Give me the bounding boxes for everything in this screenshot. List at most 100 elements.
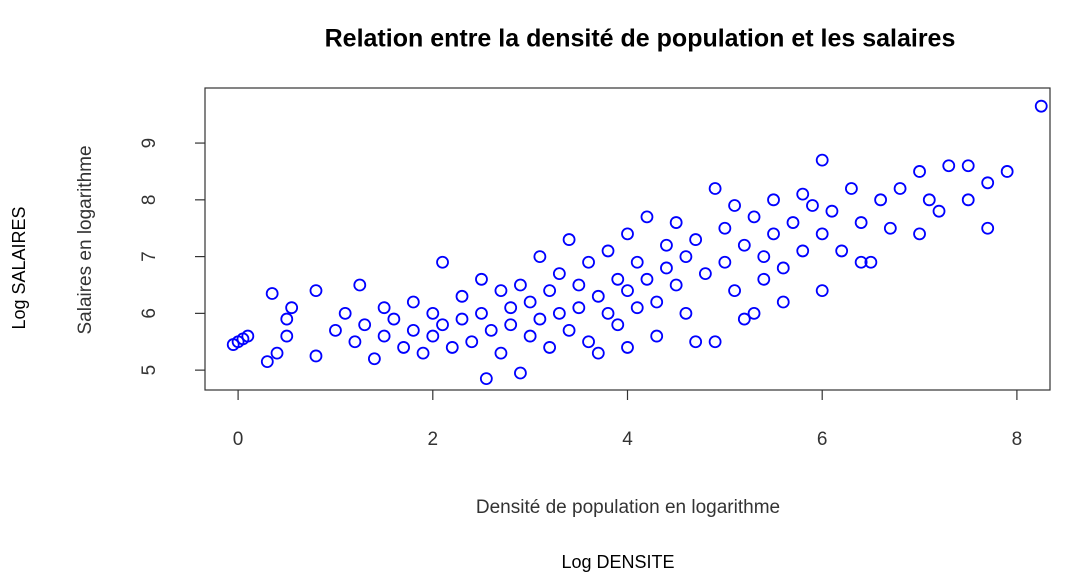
- point: [815, 284, 829, 298]
- x-axis-label: Densité de population en logarithme: [476, 497, 780, 518]
- point: [621, 341, 634, 354]
- y-tick-label: 7: [139, 251, 160, 262]
- point: [445, 341, 459, 354]
- point: [494, 284, 508, 298]
- point: [562, 233, 576, 246]
- point: [883, 221, 897, 235]
- point: [523, 295, 537, 309]
- point: [737, 238, 751, 252]
- point: [1034, 99, 1048, 113]
- point: [737, 312, 751, 326]
- point: [484, 323, 498, 337]
- point: [475, 272, 488, 286]
- point: [523, 329, 537, 343]
- point: [640, 210, 654, 224]
- point: [397, 341, 410, 354]
- point: [601, 244, 615, 258]
- point: [689, 335, 703, 349]
- point: [981, 176, 995, 190]
- point: [572, 278, 586, 292]
- point: [669, 216, 683, 229]
- point: [504, 301, 518, 315]
- point: [552, 267, 566, 281]
- point: [455, 312, 469, 326]
- point: [309, 349, 323, 363]
- point: [353, 278, 367, 292]
- point: [465, 335, 479, 349]
- point: [591, 346, 605, 360]
- point: [630, 255, 644, 269]
- x-tick-label: 4: [622, 429, 633, 450]
- y-axis-label: Salaires en logarithme: [75, 145, 96, 334]
- point: [514, 278, 527, 292]
- point: [728, 199, 741, 212]
- point: [854, 255, 868, 269]
- point: [406, 295, 420, 309]
- point: [913, 165, 926, 178]
- point: [767, 227, 780, 241]
- y-tick-label: 6: [139, 308, 160, 319]
- point: [913, 227, 926, 241]
- point: [582, 255, 595, 269]
- point: [660, 238, 673, 252]
- point: [776, 261, 790, 275]
- point: [621, 284, 634, 298]
- point: [426, 329, 440, 343]
- point: [650, 295, 664, 309]
- point: [591, 289, 605, 303]
- x-tick-label: 6: [817, 429, 828, 450]
- outer-x-label: Log DENSITE: [561, 552, 674, 572]
- x-tick-label: 0: [233, 429, 244, 450]
- point: [747, 306, 761, 320]
- chart-title: Relation entre la densité de population …: [325, 25, 956, 53]
- point: [757, 250, 771, 263]
- point: [533, 250, 547, 263]
- point: [669, 278, 683, 292]
- point: [582, 335, 595, 349]
- point: [815, 153, 829, 167]
- point: [718, 221, 732, 235]
- point: [309, 284, 323, 298]
- point: [825, 204, 839, 218]
- point: [679, 250, 693, 263]
- point: [338, 306, 352, 320]
- point: [776, 295, 790, 309]
- point: [552, 306, 566, 320]
- point: [747, 210, 761, 224]
- point: [650, 329, 664, 343]
- point: [640, 272, 654, 286]
- point: [767, 193, 780, 207]
- outer-y-label: Log SALAIRES: [9, 206, 29, 329]
- point: [621, 227, 634, 241]
- point: [874, 193, 888, 207]
- point: [265, 287, 279, 300]
- point: [426, 306, 440, 320]
- point: [932, 204, 946, 218]
- point: [981, 221, 995, 235]
- point: [601, 306, 615, 320]
- point: [961, 159, 975, 173]
- point: [367, 352, 381, 366]
- point: [611, 318, 625, 332]
- point: [241, 329, 255, 343]
- x-tick-label: 2: [428, 429, 439, 450]
- point: [786, 216, 800, 229]
- point: [285, 301, 299, 315]
- point: [854, 216, 868, 229]
- point: [406, 323, 420, 337]
- point: [942, 159, 956, 173]
- point: [796, 244, 810, 258]
- point: [416, 346, 430, 360]
- point: [689, 233, 703, 246]
- point: [329, 323, 342, 337]
- point: [708, 182, 722, 195]
- point: [660, 261, 673, 275]
- point: [572, 301, 586, 315]
- point: [494, 346, 508, 360]
- point: [835, 244, 849, 258]
- point: [543, 284, 557, 298]
- point: [387, 312, 401, 326]
- point: [358, 318, 372, 332]
- point: [504, 318, 518, 332]
